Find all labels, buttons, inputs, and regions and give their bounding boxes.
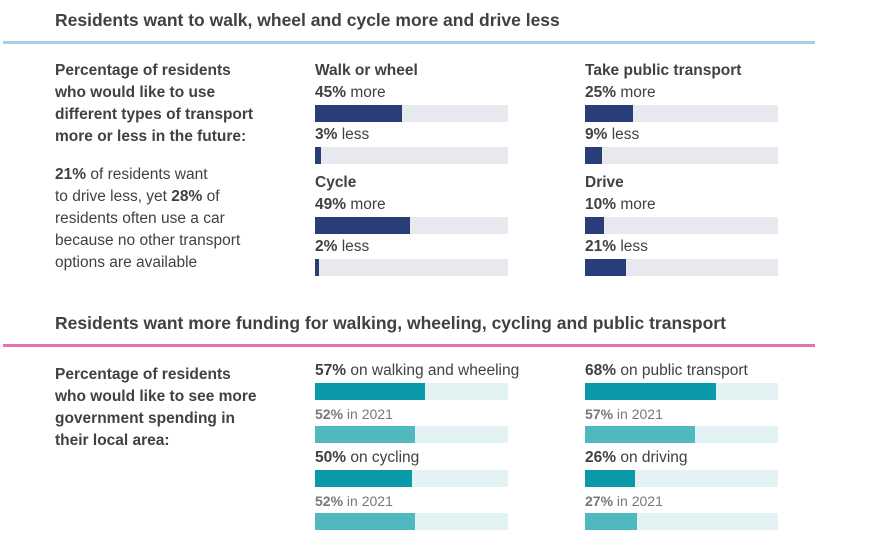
note-line: 21% of residents want — [55, 166, 208, 183]
chart-heading: Drive — [585, 174, 624, 191]
bar-fill — [315, 383, 425, 400]
bar-track — [315, 383, 508, 400]
chart-heading: Take public transport — [585, 62, 742, 79]
bar-label-current: 68% on public transport — [585, 362, 748, 379]
bar-label-less: 3% less — [315, 126, 370, 143]
note-line: to drive less, yet 28% of — [55, 188, 220, 205]
chart-group-cycle: Cycle 49% more 2% less — [315, 174, 508, 280]
bar-track — [585, 147, 778, 164]
bar-label-current: 26% on driving — [585, 449, 688, 466]
chart-group-spend-driving: 26% on driving 27% in 2021 — [585, 449, 778, 534]
bar-fill — [585, 217, 605, 234]
bar-track — [585, 513, 778, 530]
bar-label-more: 49% more — [315, 196, 386, 213]
bar-fill — [315, 147, 321, 164]
bar-track — [315, 147, 508, 164]
bar-track — [315, 426, 508, 443]
bar-label-2021: 52% in 2021 — [315, 406, 393, 422]
bar-fill — [585, 105, 634, 122]
bar-fill — [315, 426, 416, 443]
section1-note-text: 21% of residents want to drive less, yet… — [55, 164, 305, 274]
bar-fill — [315, 470, 412, 487]
intro-line: more or less in the future: — [55, 128, 247, 145]
bar-track — [315, 259, 508, 276]
chart-heading: Walk or wheel — [315, 62, 418, 79]
bar-track — [315, 217, 508, 234]
bar-track — [315, 105, 508, 122]
bar-label-more: 25% more — [585, 84, 656, 101]
intro-line: government spending in — [55, 410, 235, 427]
bar-fill — [585, 383, 717, 400]
section2-divider — [3, 344, 815, 347]
bar-label-2021: 52% in 2021 — [315, 493, 393, 509]
chart-group-drive: Drive 10% more 21% less — [585, 174, 778, 280]
chart-heading: Cycle — [315, 174, 357, 191]
note-line: residents often use a car — [55, 210, 225, 227]
note-line: options are available — [55, 254, 198, 271]
chart-group-spend-cycling: 50% on cycling 52% in 2021 — [315, 449, 508, 534]
section2-intro-text: Percentage of residents who would like t… — [55, 364, 305, 452]
bar-label-current: 50% on cycling — [315, 449, 420, 466]
intro-line: different types of transport — [55, 106, 254, 123]
intro-line: Percentage of residents — [55, 62, 231, 79]
section1-divider — [3, 41, 815, 44]
bar-label-more: 10% more — [585, 196, 656, 213]
section1-intro-text: Percentage of residents who would like t… — [55, 60, 305, 274]
bar-track — [315, 513, 508, 530]
bar-fill — [585, 470, 636, 487]
bar-track — [585, 426, 778, 443]
bar-fill — [315, 513, 416, 530]
bar-fill — [315, 217, 410, 234]
bar-label-less: 9% less — [585, 126, 640, 143]
bar-fill — [585, 513, 638, 530]
section2-title: Residents want more funding for walking,… — [55, 313, 726, 333]
bar-label-2021: 27% in 2021 — [585, 493, 663, 509]
bar-fill — [585, 147, 603, 164]
bar-track — [585, 470, 778, 487]
bar-track — [585, 217, 778, 234]
chart-group-walk-or-wheel: Walk or wheel 45% more 3% less — [315, 62, 508, 168]
bar-fill — [585, 259, 626, 276]
intro-line: who would like to use — [55, 84, 216, 101]
bar-label-2021: 57% in 2021 — [585, 406, 663, 422]
intro-line: Percentage of residents — [55, 366, 231, 383]
chart-group-spend-walking-wheeling: 57% on walking and wheeling 52% in 2021 — [315, 362, 520, 447]
bar-track — [585, 105, 778, 122]
bar-fill — [315, 105, 402, 122]
chart-group-public-transport: Take public transport 25% more 9% less — [585, 62, 778, 168]
section1-title: Residents want to walk, wheel and cycle … — [55, 10, 560, 30]
intro-line: their local area: — [55, 432, 170, 449]
note-line: because no other transport — [55, 232, 241, 249]
chart-group-spend-public-transport: 68% on public transport 57% in 2021 — [585, 362, 778, 447]
bar-track — [315, 470, 508, 487]
bar-fill — [315, 259, 319, 276]
bar-track — [585, 383, 778, 400]
intro-line: who would like to see more — [55, 388, 257, 405]
bar-track — [585, 259, 778, 276]
bar-label-less: 21% less — [585, 238, 648, 255]
bar-fill — [585, 426, 695, 443]
bar-label-more: 45% more — [315, 84, 386, 101]
bar-label-current: 57% on walking and wheeling — [315, 362, 520, 379]
bar-label-less: 2% less — [315, 238, 370, 255]
